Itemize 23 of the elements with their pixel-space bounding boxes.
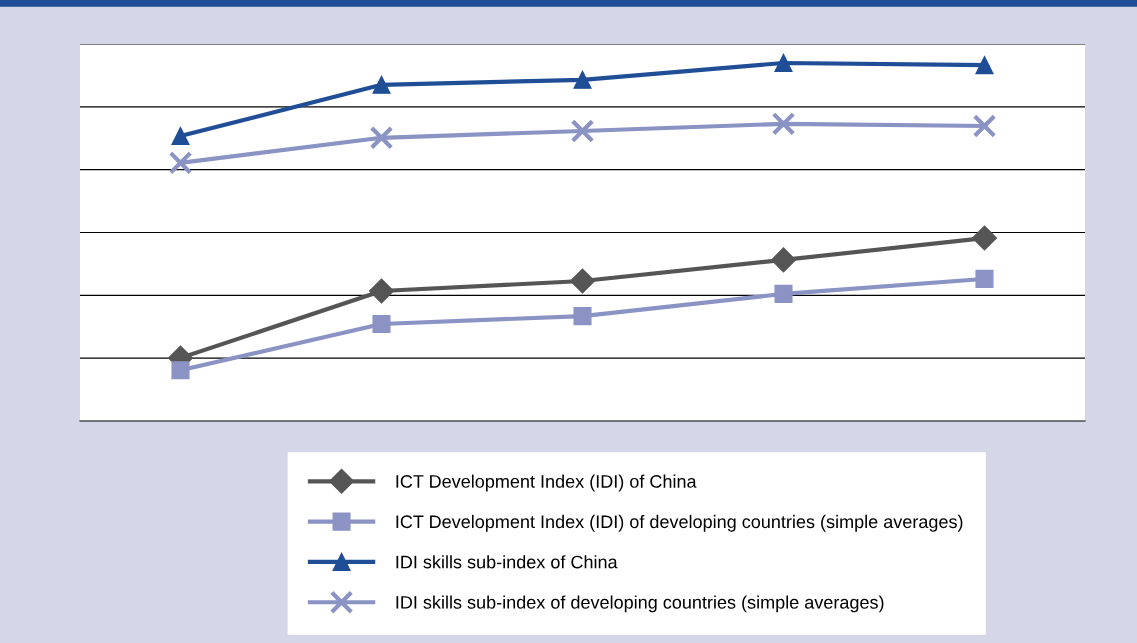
point bbox=[372, 314, 391, 334]
legend-label: ICT Development Index (IDI) of developing countries (simple averages) bbox=[396, 514, 963, 532]
point bbox=[573, 70, 592, 89]
legend-label: ICT Development Index (IDI) of China bbox=[396, 474, 697, 492]
point bbox=[771, 112, 796, 136]
point bbox=[372, 75, 391, 94]
point bbox=[972, 225, 997, 251]
point bbox=[975, 269, 994, 288]
point bbox=[573, 307, 592, 326]
point bbox=[972, 114, 997, 138]
legend-label: IDI skills sub-index of developing countries (simple averages) bbox=[396, 595, 884, 613]
point bbox=[774, 53, 793, 73]
point bbox=[171, 361, 190, 380]
point bbox=[774, 284, 793, 303]
point bbox=[570, 268, 595, 294]
point bbox=[975, 56, 994, 75]
point bbox=[369, 278, 394, 304]
point bbox=[168, 151, 193, 175]
legend-label: IDI skills sub-index of China bbox=[396, 555, 618, 569]
point bbox=[171, 126, 190, 146]
point bbox=[771, 247, 796, 273]
point bbox=[369, 125, 394, 150]
point bbox=[570, 119, 595, 143]
